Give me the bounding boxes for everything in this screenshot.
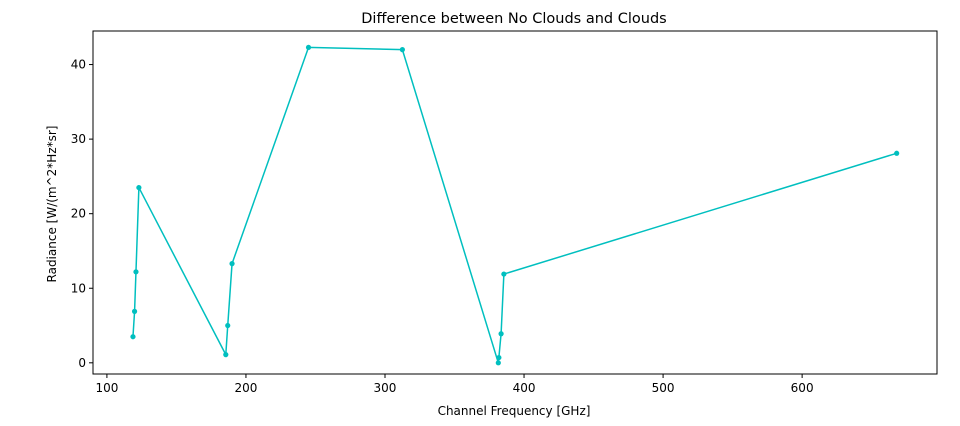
data-point bbox=[225, 322, 231, 329]
series-line bbox=[132, 46, 897, 364]
data-point bbox=[498, 331, 504, 337]
x-tick-label: 200 bbox=[234, 381, 257, 395]
series-layer bbox=[130, 44, 900, 366]
y-axis-ticks: 0 10 20 30 40 bbox=[71, 58, 93, 370]
x-tick-label: 100 bbox=[95, 381, 118, 395]
data-point bbox=[130, 334, 136, 340]
x-tick-label: 600 bbox=[791, 381, 814, 395]
data-point bbox=[399, 47, 405, 53]
axes-frame bbox=[92, 30, 938, 375]
x-axis-label: Channel Frequency [GHz] bbox=[438, 404, 591, 418]
data-point bbox=[229, 261, 235, 267]
y-tick-label: 40 bbox=[71, 58, 86, 72]
plot-area: 100 200 300 400 500 600 0 10 20 30 40 bbox=[71, 30, 938, 395]
x-tick-label: 300 bbox=[374, 381, 397, 395]
data-point bbox=[305, 44, 312, 51]
data-point bbox=[496, 354, 502, 361]
data-point bbox=[131, 308, 138, 314]
y-tick-label: 20 bbox=[71, 207, 86, 221]
data-point bbox=[136, 184, 142, 191]
x-tick-label: 500 bbox=[652, 381, 675, 395]
data-point bbox=[133, 269, 139, 275]
x-tick-label: 400 bbox=[513, 381, 536, 395]
data-point bbox=[495, 360, 501, 366]
data-point bbox=[501, 271, 507, 277]
x-axis-ticks: 100 200 300 400 500 600 bbox=[95, 374, 814, 395]
y-tick-label: 10 bbox=[71, 281, 86, 295]
y-tick-label: 0 bbox=[78, 356, 86, 370]
data-point bbox=[223, 352, 229, 358]
chart-title: Difference between No Clouds and Clouds bbox=[361, 11, 666, 27]
data-point bbox=[894, 150, 900, 156]
y-axis-label: Radiance [W/(m^2*Hz*sr] bbox=[45, 126, 59, 283]
y-tick-label: 30 bbox=[71, 132, 86, 146]
